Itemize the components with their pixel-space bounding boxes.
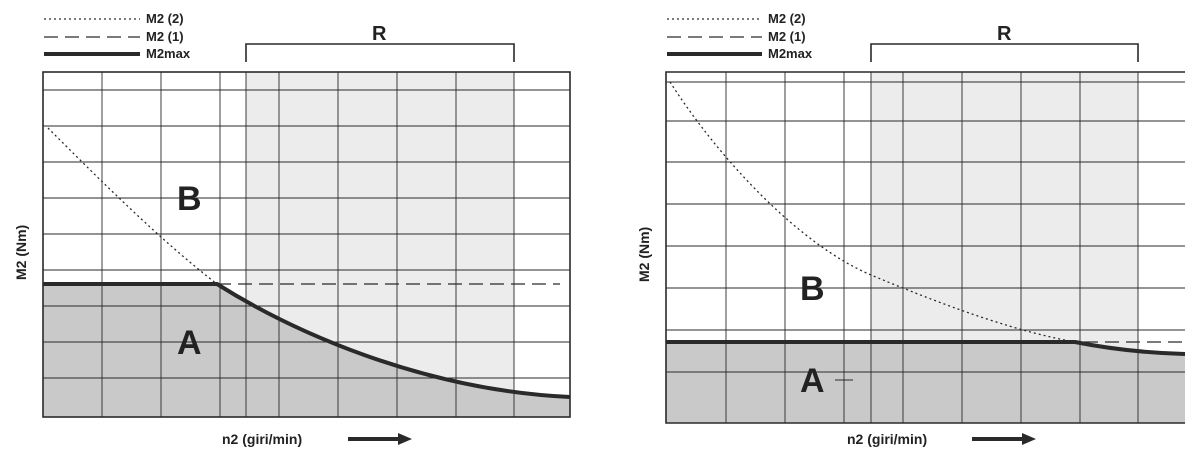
grid-right	[666, 72, 1185, 423]
x-axis-label-left: n2 (giri/min)	[222, 431, 302, 447]
panel-left: M2 (2) M2 (1) M2max R	[13, 11, 571, 447]
x-axis-arrow-left	[348, 433, 412, 445]
legend-m2max-label: M2max	[768, 46, 813, 61]
legend-m2-1-label: M2 (1)	[146, 29, 184, 44]
region-b-label-left: B	[177, 180, 202, 218]
legend-m2max-label: M2max	[146, 46, 191, 61]
curve-m2max-right	[666, 340, 1185, 356]
region-a-label-right: A	[800, 362, 825, 400]
x-axis-arrow-right	[972, 433, 1036, 445]
curve-m2-2-left	[47, 127, 218, 285]
curve-m2max-left	[43, 282, 571, 399]
y-axis-label-right: M2 (Nm)	[636, 227, 652, 282]
region-a-left	[43, 284, 570, 417]
region-a-right	[666, 342, 1185, 423]
legend-right: M2 (2) M2 (1) M2max	[667, 11, 813, 61]
x-axis-label-right: n2 (giri/min)	[847, 431, 927, 447]
region-r-label-left: R	[372, 23, 387, 45]
panel-right: M2 (2) M2 (1) M2max R	[636, 11, 1185, 447]
region-r-label-right: R	[997, 23, 1012, 45]
legend-m2-2-label: M2 (2)	[768, 11, 806, 26]
plot-frame-left	[42, 71, 571, 418]
legend-m2-2-label: M2 (2)	[146, 11, 184, 26]
plot-frame-right	[665, 71, 1185, 424]
curve-m2-2-right	[669, 81, 1076, 343]
region-r-bracket-right	[870, 43, 1139, 62]
region-a-label-left: A	[177, 324, 202, 362]
region-r-bracket-left	[245, 43, 515, 62]
legend-left: M2 (2) M2 (1) M2max	[44, 11, 191, 61]
legend-m2-1-label: M2 (1)	[768, 29, 806, 44]
region-b-label-right: B	[800, 270, 825, 308]
grid-left	[43, 72, 570, 417]
y-axis-label-left: M2 (Nm)	[13, 225, 29, 280]
